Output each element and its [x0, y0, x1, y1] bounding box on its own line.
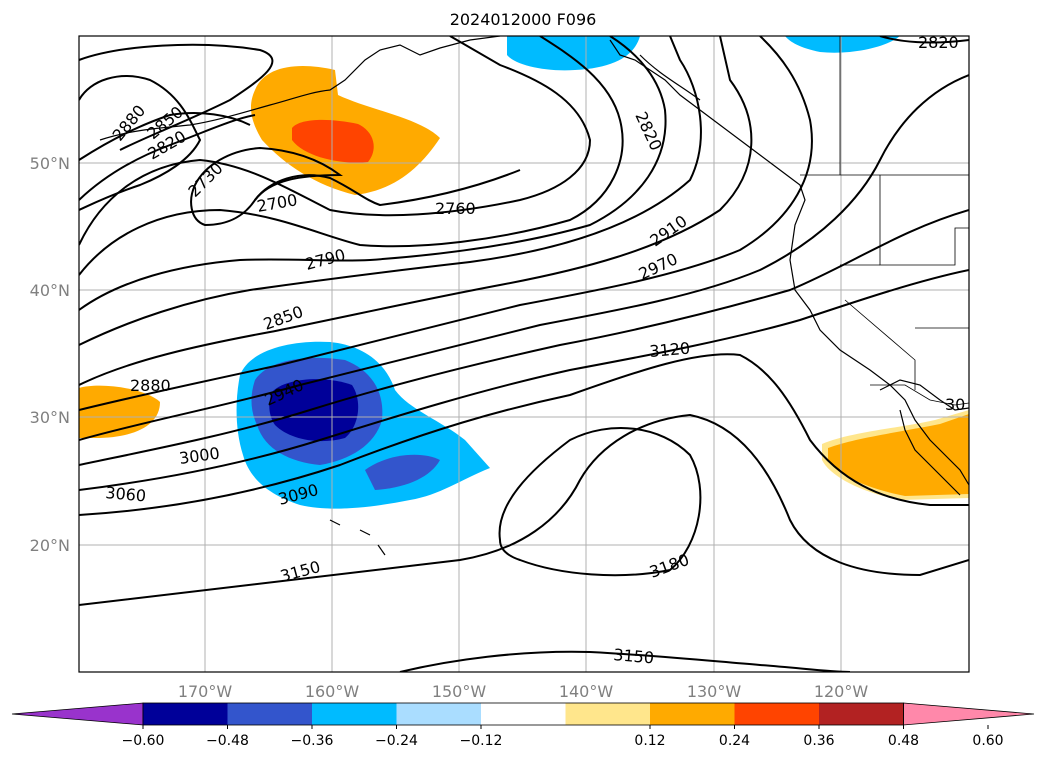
lat-label: 50°N [30, 154, 70, 173]
lon-label: 150°W [432, 682, 487, 701]
lat-label: 40°N [30, 281, 70, 300]
colorbar-tick-label: −0.24 [375, 733, 418, 749]
colorbar-tick-label: 0.60 [972, 733, 1003, 749]
lon-label: 170°W [178, 682, 233, 701]
colorbar-segment [227, 703, 312, 725]
contour-label: 3150 [278, 557, 322, 586]
contour-label: 2760 [435, 199, 476, 218]
colorbar-segment [312, 703, 397, 725]
contour-label: 2730 [184, 159, 226, 201]
contour-label: 3120 [649, 339, 691, 361]
coastlines [99, 36, 969, 556]
colorbar-tick-label: −0.12 [460, 733, 503, 749]
contour-label: 3060 [105, 483, 147, 505]
graticule [79, 36, 969, 672]
lon-label: 160°W [305, 682, 360, 701]
colorbar-tick-label: −0.48 [206, 733, 249, 749]
contour-label: 2910 [646, 211, 690, 250]
contour-label: 2880 [109, 101, 150, 144]
colorbar-segment [396, 703, 481, 725]
negative-anomaly-core [269, 379, 359, 442]
colorbar: −0.60 −0.48 −0.36 −0.24 −0.12 0.12 0.24 0.36 0.4… [11, 702, 1035, 749]
positive-anomaly-east-inner [828, 414, 969, 496]
negative-anomaly-mid2 [365, 454, 440, 490]
colorbar-segment [650, 703, 735, 725]
map-area: 2880 2850 2820 2730 2700 2760 2790 2850 … [79, 33, 969, 672]
lon-label: 140°W [559, 682, 614, 701]
height-contours [79, 36, 969, 672]
map-title: 2024012000 F096 [450, 10, 597, 29]
contour-label: 3000 [178, 443, 221, 467]
colorbar-tick-label: 0.12 [634, 733, 665, 749]
colorbar-tick-label: 0.48 [888, 733, 919, 749]
colorbar-segment [481, 703, 566, 725]
contour-label: 3150 [613, 645, 655, 667]
colorbar-extend-max [903, 702, 1035, 726]
latitude-labels: 50°N 40°N 30°N 20°N [30, 154, 70, 555]
contour-label: 30 [945, 395, 965, 414]
colorbar-tick-label: −0.36 [291, 733, 334, 749]
negative-anomaly-northeast [785, 36, 900, 53]
positive-anomaly-north-core [292, 119, 374, 163]
lon-label: 120°W [814, 682, 869, 701]
contour-label: 2970 [636, 249, 681, 283]
political-borders [800, 36, 969, 406]
colorbar-segment [143, 703, 228, 725]
contour-label: 2880 [130, 376, 171, 395]
colorbar-frame [142, 702, 904, 726]
map-frame [78, 35, 970, 673]
colorbar-tick-label: 0.24 [719, 733, 750, 749]
contour-label: 3180 [647, 550, 692, 582]
colorbar-extend-min [11, 702, 144, 726]
lon-label: 130°W [687, 682, 742, 701]
contour-label: 2790 [303, 245, 347, 274]
colorbar-segment [565, 703, 650, 725]
colorbar-tick-label: −0.60 [122, 733, 165, 749]
colorbar-segment [819, 703, 904, 725]
anomaly-shading [79, 36, 969, 509]
lat-label: 20°N [30, 536, 70, 555]
colorbar-segment [734, 703, 819, 725]
lat-label: 30°N [30, 408, 70, 427]
contour-label: 2820 [631, 109, 665, 154]
contour-label: 2820 [918, 33, 959, 52]
colorbar-tick-label: 0.36 [803, 733, 834, 749]
longitude-labels: 170°W 160°W 150°W 140°W 130°W 120°W [178, 682, 869, 701]
negative-anomaly-north [507, 36, 640, 71]
